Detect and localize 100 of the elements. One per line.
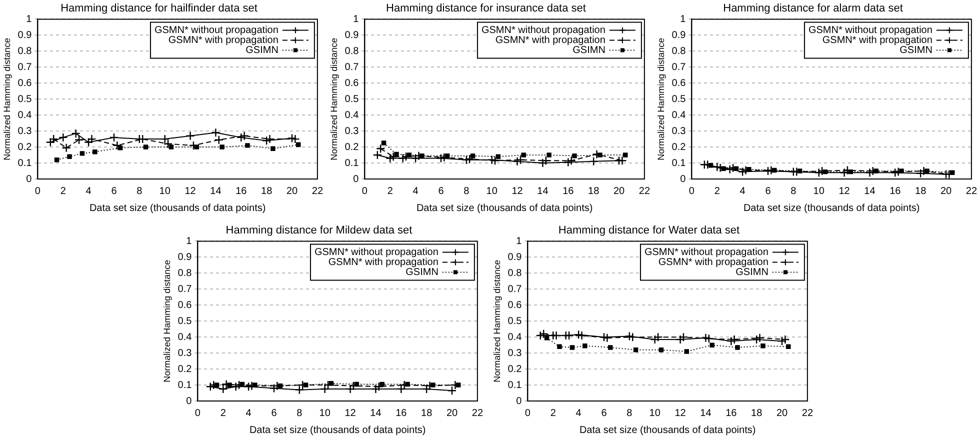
y-tick-label: 0.3: [508, 348, 522, 359]
legend-label: GSIMN: [572, 44, 606, 56]
x-tick-label: 22: [638, 186, 650, 197]
x-tick-label: 0: [688, 186, 695, 197]
y-tick-label: 0.4: [672, 110, 686, 121]
y-axis-title: Normalized Hamming distance: [656, 38, 666, 160]
x-tick-label: 2: [60, 186, 66, 197]
x-tick-label: 16: [562, 186, 574, 197]
y-tick-label: 0.6: [508, 300, 522, 311]
y-tick-label: 0.2: [178, 364, 192, 375]
x-tick-label: 22: [472, 408, 484, 419]
y-tick-label: 0.9: [178, 252, 192, 263]
y-tick-label: 0.6: [344, 78, 360, 89]
x-tick-label: 12: [838, 186, 850, 197]
x-tick-label: 14: [210, 186, 222, 197]
legend-label: GSMN* with propagation: [168, 34, 278, 46]
legend-label: GSIMN: [406, 266, 438, 278]
y-tick-label: 0.5: [672, 94, 686, 105]
x-tick-label: 10: [319, 408, 331, 419]
y-tick-label: 0.7: [344, 62, 360, 73]
x-tick-label: 14: [700, 408, 712, 419]
x-tick-label: 20: [446, 408, 458, 419]
y-tick-label: 0.3: [178, 348, 192, 359]
y-tick-label: 0.4: [18, 110, 32, 121]
y-tick-label: 0.8: [178, 268, 192, 279]
x-tick-label: 10: [813, 186, 825, 197]
y-tick-label: 1: [26, 14, 32, 25]
y-tick-label: 0.1: [18, 158, 32, 169]
x-tick-label: 10: [486, 186, 498, 197]
x-tick-label: 18: [588, 186, 600, 197]
legend-label: GSMN* without propagation: [808, 24, 932, 36]
chart-title: Hamming distance for hailfinder data set: [60, 2, 258, 15]
x-tick-label: 0: [524, 408, 531, 419]
x-tick-label: 22: [312, 186, 324, 197]
x-tick-label: 6: [271, 408, 278, 419]
x-tick-label: 20: [776, 408, 788, 419]
y-axis-title: Normalized Hamming distance: [162, 260, 172, 382]
x-tick-label: 4: [740, 186, 746, 197]
x-tick-label: 4: [86, 186, 92, 197]
x-tick-label: 0: [34, 186, 41, 197]
legend-label: GSMN* without propagation: [154, 24, 278, 36]
x-tick-label: 18: [261, 186, 273, 197]
x-tick-label: 4: [246, 408, 252, 419]
x-tick-label: 10: [159, 186, 171, 197]
y-tick-label: 0: [186, 396, 192, 407]
x-tick-label: 6: [438, 186, 444, 197]
x-tick-label: 8: [626, 408, 633, 419]
x-tick-label: 8: [790, 186, 797, 197]
y-tick-label: 0.6: [178, 300, 192, 311]
y-tick-label: 0.1: [672, 158, 686, 169]
y-tick-label: 0.8: [672, 46, 686, 57]
legend-label: GSMN* with propagation: [495, 34, 606, 46]
legend-label: GSMN* with propagation: [658, 256, 768, 268]
x-tick-label: 16: [396, 408, 408, 419]
y-tick-label: 1: [353, 14, 360, 25]
y-tick-label: 0.5: [18, 94, 32, 105]
x-axis-title: Data set size (thousands of data points): [416, 202, 593, 214]
x-tick-label: 16: [726, 408, 738, 419]
x-axis-title: Data set size (thousands of data points): [249, 424, 426, 436]
y-tick-label: 0.4: [344, 110, 360, 121]
x-tick-label: 8: [136, 186, 143, 197]
legend-label: GSMN* with propagation: [328, 256, 438, 268]
y-tick-label: 0.7: [672, 62, 686, 73]
y-tick-label: 0.5: [344, 94, 360, 105]
y-tick-label: 0.9: [18, 30, 32, 41]
x-tick-label: 16: [236, 186, 248, 197]
legend-label: GSMN* without propagation: [314, 246, 438, 258]
y-tick-label: 0: [26, 174, 32, 185]
x-tick-label: 12: [512, 186, 524, 197]
y-axis-title: Normalized Hamming distance: [2, 38, 12, 160]
x-tick-label: 10: [649, 408, 661, 419]
y-tick-label: 0.8: [508, 268, 522, 279]
x-tick-label: 14: [864, 186, 876, 197]
y-tick-label: 0.7: [178, 284, 192, 295]
x-tick-label: 20: [286, 186, 298, 197]
y-tick-label: 1: [186, 236, 192, 247]
x-tick-label: 22: [966, 186, 978, 197]
y-axis-title: Normalized Hamming distance: [328, 38, 339, 160]
x-tick-label: 4: [576, 408, 582, 419]
legend-label: GSMN* without propagation: [481, 24, 606, 36]
x-tick-label: 12: [184, 186, 196, 197]
y-tick-label: 0.9: [508, 252, 522, 263]
y-tick-label: 0.1: [508, 380, 522, 391]
x-tick-label: 6: [601, 408, 608, 419]
x-tick-label: 12: [674, 408, 686, 419]
x-tick-label: 4: [412, 186, 419, 197]
x-axis-title: Data set size (thousands of data points): [743, 202, 920, 214]
y-tick-label: 0.9: [344, 30, 360, 41]
chart-title: Hamming distance for Mildew data set: [226, 224, 412, 237]
y-tick-label: 0.9: [672, 30, 686, 41]
x-tick-label: 2: [220, 408, 226, 419]
y-tick-label: 0.3: [344, 126, 360, 137]
legend-label: GSMN* with propagation: [822, 34, 932, 46]
x-tick-label: 18: [915, 186, 927, 197]
x-tick-label: 2: [550, 408, 556, 419]
x-tick-label: 16: [890, 186, 902, 197]
legend-label: GSMN* without propagation: [644, 246, 768, 258]
y-tick-label: 0.4: [508, 332, 522, 343]
x-tick-label: 20: [613, 186, 626, 197]
y-tick-label: 0.8: [344, 46, 360, 57]
